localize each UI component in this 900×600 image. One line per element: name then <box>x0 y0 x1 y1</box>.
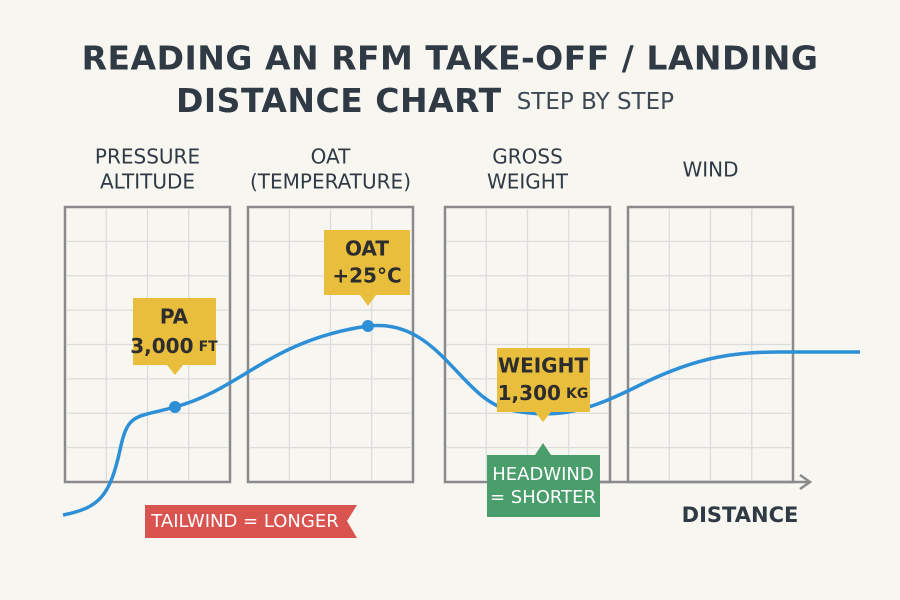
callout-text: WEIGHT <box>498 354 588 378</box>
panel-label: PRESSURE <box>95 145 200 169</box>
callout-text: 1,300 KG <box>498 381 589 405</box>
title: DISTANCE CHART STEP BY STEP <box>176 81 674 120</box>
subtitle: STEP BY STEP <box>517 89 674 115</box>
callout-value: +25°C <box>332 264 401 288</box>
panel-label: OAT <box>311 145 352 169</box>
point <box>362 320 374 332</box>
callout <box>497 348 590 422</box>
panel-label: ALTITUDE <box>100 170 195 194</box>
callout <box>324 230 410 306</box>
callout-text: OAT <box>345 237 389 261</box>
callout-text: 3,000 FT <box>130 334 218 358</box>
badge-text: TAILWIND = LONGER <box>150 511 338 532</box>
callout-value: 1,300 <box>498 381 561 405</box>
panel-label: WIND <box>682 158 738 182</box>
point <box>169 401 181 413</box>
callout <box>133 298 216 375</box>
callout-unit: KG <box>566 386 588 402</box>
title: READING AN RFM TAKE-OFF / LANDING <box>82 39 819 78</box>
axis-arrow <box>799 473 813 491</box>
callout-unit: FT <box>199 339 219 355</box>
badge-text: = SHORTER <box>490 487 596 508</box>
panel-label: GROSS <box>492 145 563 169</box>
performance-curve <box>62 323 860 517</box>
panel-label: (TEMPERATURE) <box>250 170 411 194</box>
callout-value: 3,000 <box>130 334 193 358</box>
headwind-badge <box>487 443 600 517</box>
axis-label: DISTANCE <box>682 503 799 527</box>
badge-text: HEADWIND <box>492 464 594 485</box>
title-line: DISTANCE CHART <box>176 81 502 120</box>
callout-text: PA <box>160 305 189 329</box>
panel-label: WEIGHT <box>487 170 569 194</box>
tailwind-badge <box>145 505 357 538</box>
